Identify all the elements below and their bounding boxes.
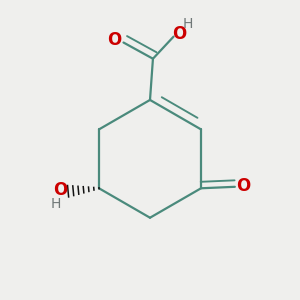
Text: O: O [172,25,187,43]
Text: H: H [51,197,62,211]
Text: O: O [107,31,122,49]
Text: O: O [53,181,67,199]
Text: H: H [182,17,193,31]
Text: O: O [236,177,250,195]
